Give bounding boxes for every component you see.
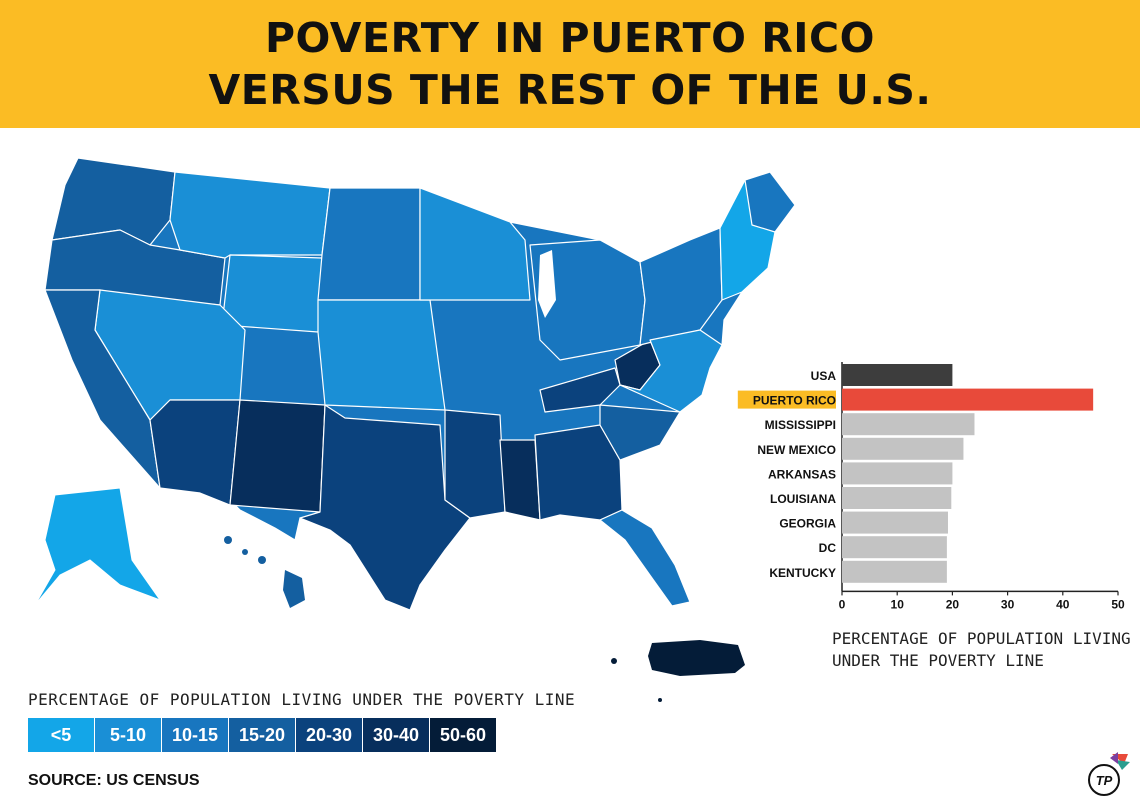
x-tick-label: 0 xyxy=(839,597,846,611)
legend-swatch-0: <5 xyxy=(28,718,95,752)
category-label: NEW MEXICO xyxy=(757,443,836,457)
region-florida xyxy=(599,509,691,607)
legend-swatch-6: 50-60 xyxy=(430,718,497,752)
us-poverty-map xyxy=(34,157,796,702)
x-axis-label-line-1: PERCENTAGE OF POPULATION LIVING xyxy=(832,629,1131,648)
legend-swatch-5: 30-40 xyxy=(363,718,430,752)
category-label: PUERTO RICO xyxy=(753,394,836,408)
tp-logo: TP xyxy=(1088,752,1130,796)
category-label: ARKANSAS xyxy=(768,467,836,481)
region-texas xyxy=(299,404,471,611)
source-note: SOURCE: US CENSUS xyxy=(28,772,200,789)
puerto-rico-islet-2 xyxy=(658,698,662,702)
category-label: USA xyxy=(811,369,837,383)
category-label: MISSISSIPPI xyxy=(765,418,836,432)
legend-swatch-1: 5-10 xyxy=(95,718,162,752)
alaska xyxy=(34,487,162,606)
title-line-1: POVERTY IN PUERTO RICO xyxy=(265,14,875,62)
x-tick-label: 40 xyxy=(1056,597,1070,611)
bar-mississippi xyxy=(842,413,975,436)
x-tick-label: 20 xyxy=(946,597,960,611)
region-arkansas-louisiana xyxy=(444,409,506,519)
region-new-york-pa xyxy=(639,227,723,346)
category-highlight xyxy=(737,390,836,409)
bar-dc xyxy=(842,536,947,559)
bar-georgia xyxy=(842,511,948,534)
region-kentucky xyxy=(539,367,621,413)
legend-title: PERCENTAGE OF POPULATION LIVING UNDER TH… xyxy=(28,690,576,709)
category-label: DC xyxy=(819,541,837,555)
category-label: LOUISIANA xyxy=(770,492,836,506)
legend-swatch-3: 15-20 xyxy=(229,718,296,752)
x-tick-label: 50 xyxy=(1111,597,1125,611)
category-label: KENTUCKY xyxy=(769,566,836,580)
category-label: GEORGIA xyxy=(779,517,836,531)
x-axis-label-line-2: UNDER THE POVERTY LINE xyxy=(832,651,1044,670)
region-virginia xyxy=(619,329,723,413)
map-legend: <5 5-10 10-15 15-20 20-30 30-40 50-60 xyxy=(28,718,497,752)
tp-logo-text: TP xyxy=(1096,773,1113,788)
bar-puerto-rico xyxy=(842,388,1094,411)
region-maine xyxy=(744,171,796,233)
bar-arkansas xyxy=(842,462,953,485)
bar-louisiana xyxy=(842,487,952,509)
x-axis-label: PERCENTAGE OF POPULATION LIVING UNDER TH… xyxy=(832,628,1132,672)
title-banner: POVERTY IN PUERTO RICO VERSUS THE REST O… xyxy=(0,0,1140,128)
title-line-2: VERSUS THE REST OF THE U.S. xyxy=(208,66,932,114)
legend-swatch-4: 20-30 xyxy=(296,718,363,752)
bar-kentucky xyxy=(842,560,947,583)
legend-swatch-2: 10-15 xyxy=(162,718,229,752)
region-kansas-nebraska xyxy=(317,299,446,411)
puerto-rico-islet xyxy=(611,658,617,664)
lake-michigan xyxy=(538,250,556,318)
hawaii xyxy=(224,536,305,608)
x-tick-label: 10 xyxy=(891,597,905,611)
puerto-rico xyxy=(648,640,745,676)
region-minnesota xyxy=(419,187,531,301)
x-tick-label: 30 xyxy=(1001,597,1015,611)
bar-usa xyxy=(842,364,953,386)
region-carolinas xyxy=(599,404,681,461)
bar-new-mexico xyxy=(842,437,964,460)
